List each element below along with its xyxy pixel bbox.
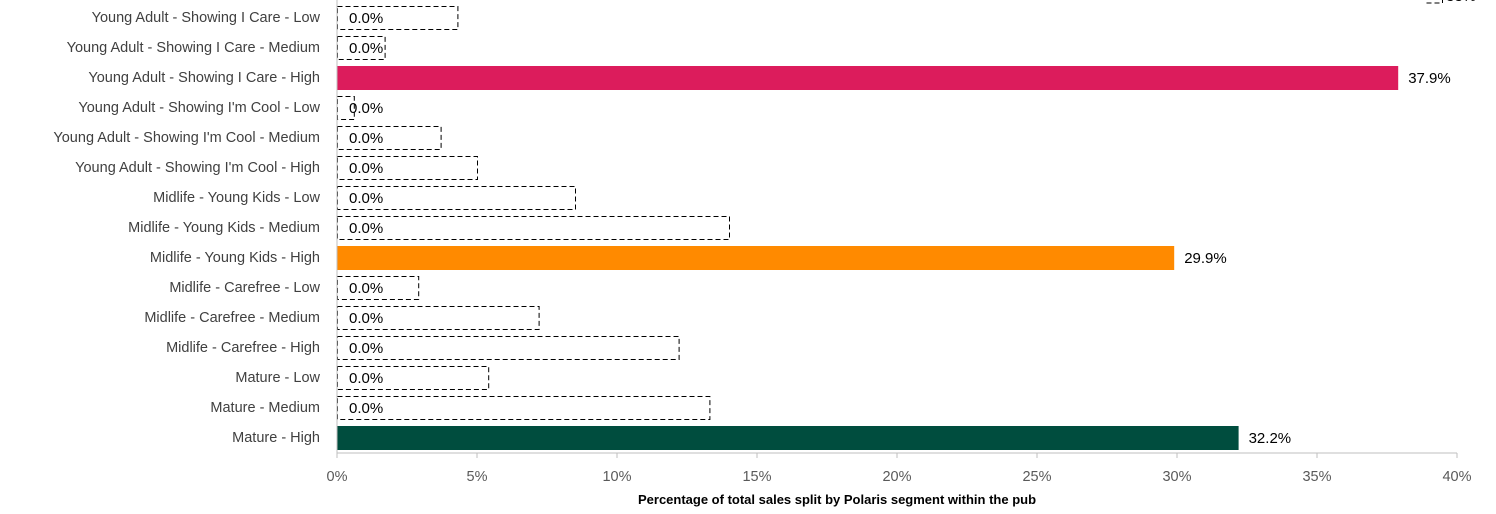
x-axis-ticks: 0% 5% 10% 15% 20% 25% 30% 35% 40% [327, 453, 1472, 485]
category-label: Mature - High [232, 430, 320, 446]
x-tick-label: 0% [327, 469, 348, 485]
x-tick-label: 15% [742, 469, 771, 485]
value-bar [337, 246, 1175, 270]
category-label: Young Adult - Showing I Care - High [88, 70, 320, 86]
category-label: Midlife - Young Kids - Medium [128, 220, 320, 236]
value-label: 0.0% [349, 340, 383, 357]
benchmark-bar [337, 396, 711, 420]
category-label: Midlife - Carefree - High [166, 340, 320, 356]
x-tick-label: 5% [467, 469, 488, 485]
value-label: 37.9% [1408, 70, 1451, 87]
category-label: Mature - Medium [210, 400, 320, 416]
x-tick-label: 20% [882, 469, 911, 485]
category-labels: Young Adult - Showing I Care - Low Young … [53, 10, 320, 446]
clipped-value-label: 33% [1446, 0, 1476, 5]
value-label: 29.9% [1184, 250, 1227, 267]
category-label: Midlife - Young Kids - High [150, 250, 320, 266]
benchmark-bar [337, 186, 576, 210]
category-label: Young Adult - Showing I Care - Medium [67, 40, 320, 56]
value-bars [337, 66, 1399, 450]
value-label: 0.0% [349, 190, 383, 207]
category-label: Young Adult - Showing I'm Cool - Low [78, 100, 320, 116]
x-tick-label: 10% [602, 469, 631, 485]
value-labels: 0.0% 0.0% 37.9% 0.0% 0.0% 0.0% 0.0% 0.0% 29.9% 0.… [349, 10, 1451, 447]
category-label: Midlife - Carefree - Low [169, 280, 320, 296]
value-label: 0.0% [349, 280, 383, 297]
category-label: Mature - Low [235, 370, 320, 386]
category-label: Young Adult - Showing I'm Cool - Medium [53, 130, 320, 146]
value-label: 0.0% [349, 160, 383, 177]
value-bar [337, 426, 1239, 450]
value-label: 0.0% [349, 370, 383, 387]
value-bar [337, 66, 1399, 90]
x-tick-label: 35% [1302, 469, 1331, 485]
value-label: 0.0% [349, 220, 383, 237]
value-label: 0.0% [349, 130, 383, 147]
x-tick-label: 40% [1442, 469, 1471, 485]
x-axis-title: Percentage of total sales split by Polar… [638, 492, 1036, 507]
x-tick-label: 30% [1162, 469, 1191, 485]
category-label: Young Adult - Showing I Care - Low [92, 10, 321, 26]
category-label: Midlife - Young Kids - Low [153, 190, 320, 206]
value-label: 0.0% [349, 310, 383, 327]
clipped-benchmark-bar [1426, 0, 1443, 4]
value-label: 0.0% [349, 40, 383, 57]
offscreen-benchmark: 33% [1426, 0, 1476, 5]
benchmark-bar [337, 336, 680, 360]
benchmark-bar [337, 216, 730, 240]
value-label: 0.0% [349, 100, 383, 117]
category-label: Young Adult - Showing I'm Cool - High [75, 160, 320, 176]
x-tick-label: 25% [1022, 469, 1051, 485]
category-label: Midlife - Carefree - Medium [144, 310, 320, 326]
value-label: 0.0% [349, 400, 383, 417]
value-label: 32.2% [1249, 430, 1292, 447]
benchmark-bar [337, 306, 540, 330]
value-label: 0.0% [349, 10, 383, 27]
